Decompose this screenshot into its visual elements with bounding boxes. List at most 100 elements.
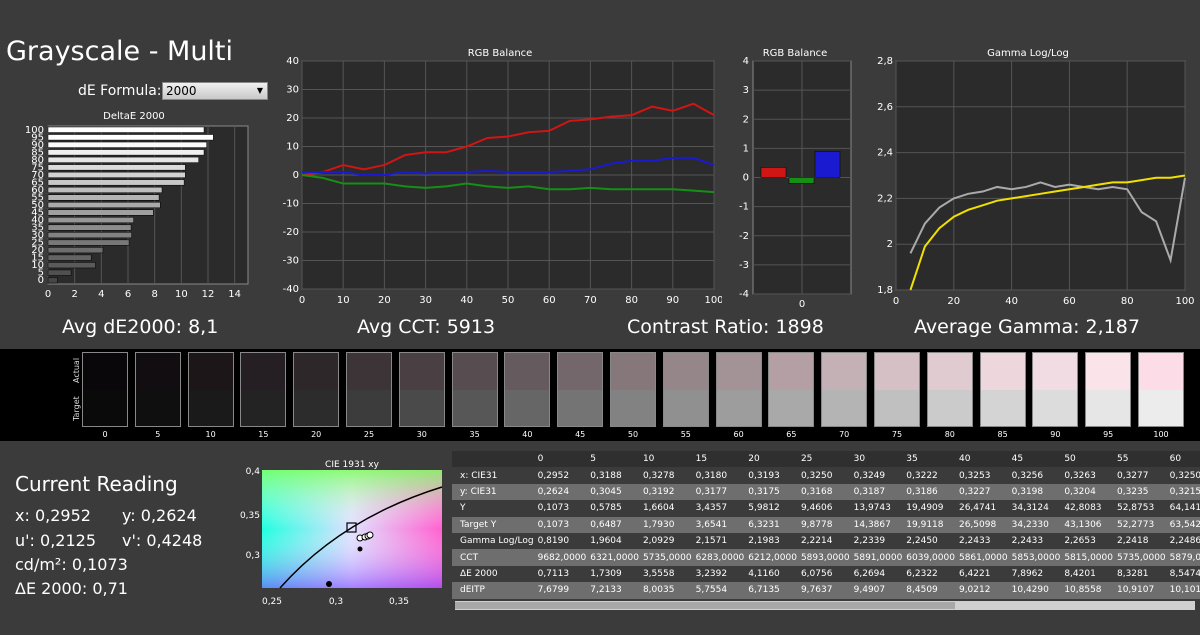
table-cell: 3,4357 <box>695 503 728 514</box>
rgbbar-ytick: -2 <box>739 231 749 242</box>
rgbbar-ytick: -3 <box>739 260 749 271</box>
table-cell: 6,2322 <box>906 568 938 579</box>
table-row: ΔE 2000 0,7113 1,7309 3,5558 3,2392 4,1160 6,0… <box>452 566 1200 582</box>
table-cell: 7,6799 <box>533 582 587 599</box>
table-cell: 1,7309 <box>590 568 622 579</box>
actual-row-label: Actual <box>72 357 81 383</box>
target-row-label: Target <box>72 396 81 421</box>
swatch-label: 0 <box>102 430 108 439</box>
swatch-actual <box>769 353 814 390</box>
deltae-bar <box>47 149 205 156</box>
deltae-bar <box>47 186 163 193</box>
deltae-xtick: 10 <box>175 289 188 300</box>
swatch-actual <box>611 353 655 390</box>
scrollbar-thumb[interactable] <box>455 602 955 609</box>
deltae-bar <box>47 247 104 254</box>
table-cell: 2,2450 <box>906 536 938 547</box>
swatch-target <box>452 389 497 426</box>
deltae-xtick: 6 <box>125 289 131 300</box>
table-cell: 2,2339 <box>853 536 886 547</box>
deltae-xtick: 0 <box>45 289 51 300</box>
table-cell: 0,3193 <box>748 470 780 481</box>
table-column-header: 45 <box>1007 451 1061 468</box>
deltae-bar <box>47 239 130 246</box>
planckian-locus <box>279 486 443 589</box>
table-cell: 0,3188 <box>590 470 622 481</box>
swatch-label: 60 <box>733 430 744 439</box>
table-cell: 0,3215 <box>1165 483 1200 501</box>
table-cell: 1,7930 <box>638 516 692 533</box>
current-reading-title: Current Reading <box>15 472 178 496</box>
reading-point <box>366 531 374 539</box>
rgb-xtick: 40 <box>460 295 473 306</box>
swatch-actual <box>452 353 497 390</box>
rgb-xtick: 80 <box>625 295 638 306</box>
grayscale-swatch <box>1032 352 1079 427</box>
table-cell: 5735,0000 <box>1112 549 1166 566</box>
table-cell: 9,4606 <box>800 503 833 514</box>
rgb-ytick: 10 <box>286 142 299 153</box>
swatch-label: 75 <box>891 430 903 439</box>
rgb-xtick: 30 <box>419 295 432 306</box>
rgb-ytick: -10 <box>283 199 299 210</box>
deltae-bar <box>47 141 207 148</box>
reading-v: v': 0,4248 <box>122 531 203 550</box>
deltae-ytick: 15 <box>31 253 44 264</box>
swatch-actual <box>347 353 391 390</box>
table-row: x: CIE31 0,2952 0,3188 0,3278 0,3180 0,3193 0,… <box>452 467 1200 483</box>
rgb-ytick: 0 <box>293 170 299 181</box>
table-cell: 19,4909 <box>906 503 944 514</box>
table-cell: 13,9743 <box>853 503 891 514</box>
deltae-bar <box>47 254 92 261</box>
swatch-label: 80 <box>944 430 955 439</box>
deltae-ytick: 55 <box>31 192 44 203</box>
swatch-label: 30 <box>416 430 427 439</box>
rgbbar-bar <box>814 151 841 178</box>
swatch-label: 50 <box>627 430 639 439</box>
table-cell: 10,9107 <box>1112 582 1166 599</box>
table-row-label: x: CIE31 <box>460 470 498 481</box>
table-row: Target Y 0,1073 0,6487 1,7930 3,6541 6,3231 9,… <box>452 516 1200 533</box>
gamma-xtick: 80 <box>1121 296 1134 307</box>
grayscale-swatch <box>451 352 498 427</box>
rgb-xtick: 60 <box>543 295 556 306</box>
table-column-header: 25 <box>796 451 850 468</box>
rgb-xtick: 0 <box>299 295 305 306</box>
readings-table: 05101520253035404550556065x: CIE310,2952… <box>452 451 1200 599</box>
table-column-header: 55 <box>1112 451 1166 468</box>
table-column-header: 35 <box>902 451 955 468</box>
rgb-line-title: RGB Balance <box>468 48 533 59</box>
swatch-label: 45 <box>575 430 586 439</box>
table-cell: 6,3231 <box>744 516 797 533</box>
deltae-bar <box>47 232 132 239</box>
grayscale-swatch <box>240 352 287 427</box>
swatch-actual <box>1033 353 1078 390</box>
table-cell: 4,1160 <box>748 568 780 579</box>
swatch-target <box>875 389 919 426</box>
table-corner <box>452 451 534 468</box>
table-cell: 0,3249 <box>853 470 886 481</box>
swatch-label: 55 <box>680 430 691 439</box>
table-cell: 2,2653 <box>1064 536 1096 547</box>
table-column-header: 5 <box>586 451 639 468</box>
table-row: CCT 9682,0000 6321,0000 5735,0000 6283,0000 6… <box>452 549 1200 566</box>
deltae-bar <box>47 262 96 269</box>
white-point-target <box>346 522 357 533</box>
table-cell: 2,2486 <box>1169 536 1200 547</box>
grayscale-swatch <box>1085 352 1132 427</box>
swatch-label: 35 <box>469 430 480 439</box>
gamma-xtick: 100 <box>1175 296 1194 307</box>
formula-dropdown[interactable]: 2000 ▼ <box>162 82 268 100</box>
table-cell: 9,7637 <box>796 582 850 599</box>
table-cell: 5,9812 <box>748 503 780 514</box>
swatch-label: 25 <box>363 430 375 439</box>
table-column-header: 60 <box>1165 451 1200 468</box>
swatch-target <box>822 389 867 426</box>
swatch-target <box>241 389 286 426</box>
table-scrollbar[interactable] <box>455 601 1195 610</box>
table-cell: 5893,0000 <box>796 549 850 566</box>
table-row-label: Y <box>460 503 466 514</box>
table-cell: 8,5474 <box>1169 568 1200 579</box>
table-cell: 2,2433 <box>1011 536 1044 547</box>
table-cell: 5861,0000 <box>954 549 1008 566</box>
